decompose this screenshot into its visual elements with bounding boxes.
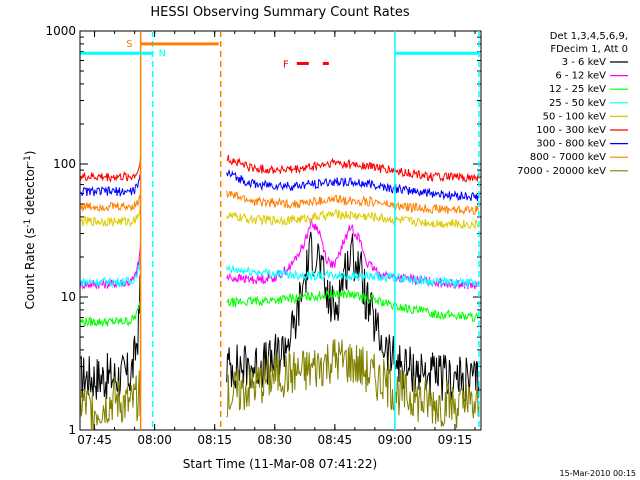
y-axis-label-end: ) bbox=[23, 151, 37, 156]
legend-header-0: Det 1,3,4,5,6,9, bbox=[550, 31, 628, 42]
flag-f-label: F bbox=[283, 59, 289, 70]
series-line-4-seg-1 bbox=[226, 209, 480, 230]
y-axis-label-main: Count Rate (s bbox=[23, 228, 37, 310]
x-tick-label-1: 08:00 bbox=[137, 433, 172, 447]
series-line-7-seg-0 bbox=[80, 193, 142, 213]
chart-title: HESSI Observing Summary Count Rates bbox=[150, 5, 409, 20]
series-line-2-seg-0 bbox=[80, 296, 142, 328]
series-line-2-seg-1 bbox=[226, 288, 480, 322]
y-tick-label-1: 10 bbox=[61, 290, 76, 304]
legend: Det 1,3,4,5,6,9, FDecim 1, Att 0 3 - 6 keV… bbox=[517, 31, 628, 177]
y-axis-label-sup1: -1 bbox=[23, 219, 33, 228]
flag-s-label: S bbox=[126, 39, 132, 50]
series-line-1-seg-1 bbox=[226, 218, 480, 290]
series-line-1-seg-0 bbox=[80, 244, 142, 291]
x-tick-label-0: 07:45 bbox=[77, 433, 112, 447]
series-line-3-seg-0 bbox=[80, 256, 142, 289]
y-axis-label: Count Rate (s-1 detector-1) bbox=[23, 151, 37, 310]
footer-date: 15-Mar-2010 00:15 bbox=[560, 469, 637, 478]
legend-entry-1: 6 - 12 keV bbox=[555, 71, 606, 82]
series-line-5-seg-1 bbox=[226, 154, 480, 183]
series-line-6-seg-1 bbox=[226, 168, 480, 202]
series-line-6-seg-0 bbox=[80, 173, 142, 197]
flag-layer: S N F bbox=[80, 31, 480, 430]
plot-frame bbox=[79, 30, 482, 431]
flag-n-label: N bbox=[159, 48, 166, 59]
legend-header-1: FDecim 1, Att 0 bbox=[550, 44, 628, 55]
y-tick-label-3: 1000 bbox=[45, 24, 76, 38]
legend-entry-5: 100 - 300 keV bbox=[536, 125, 606, 136]
x-tick-label-6: 09:15 bbox=[438, 433, 473, 447]
x-tick-label-3: 08:30 bbox=[257, 433, 292, 447]
series-line-3-seg-1 bbox=[226, 264, 480, 288]
series-line-8-seg-1 bbox=[226, 338, 480, 429]
legend-entry-2: 12 - 25 keV bbox=[549, 84, 606, 95]
legend-entry-6: 300 - 800 keV bbox=[536, 139, 606, 150]
series-line-8-seg-0 bbox=[80, 370, 142, 431]
legend-entry-0: 3 - 6 keV bbox=[562, 57, 606, 68]
legend-entry-3: 25 - 50 keV bbox=[549, 98, 606, 109]
series-line-4-seg-0 bbox=[80, 203, 142, 228]
y-tick-label-2: 100 bbox=[53, 157, 76, 171]
y-axis-label-sup2: -1 bbox=[23, 155, 33, 164]
legend-entry-8: 7000 - 20000 keV bbox=[517, 166, 606, 177]
series-line-0-seg-1 bbox=[226, 231, 480, 402]
x-tick-label-5: 09:00 bbox=[378, 433, 413, 447]
series-line-0-seg-0 bbox=[80, 273, 142, 400]
x-tick-label-2: 08:15 bbox=[197, 433, 232, 447]
x-axis-label: Start Time (11-Mar-08 07:41:22) bbox=[183, 457, 377, 471]
legend-entry-4: 50 - 100 keV bbox=[543, 111, 607, 122]
tick-layer: 07:45 08:00 08:15 08:30 08:45 09:00 09:15 1 10 10… bbox=[45, 24, 481, 447]
y-axis-label-mid: detector bbox=[23, 164, 37, 219]
y-tick-label-0: 1 bbox=[68, 423, 76, 437]
x-tick-label-4: 08:45 bbox=[318, 433, 353, 447]
series-layer bbox=[80, 154, 480, 431]
series-line-5-seg-0 bbox=[80, 155, 142, 183]
series-line-7-seg-1 bbox=[226, 190, 480, 216]
legend-entry-7: 800 - 7000 keV bbox=[530, 152, 606, 163]
